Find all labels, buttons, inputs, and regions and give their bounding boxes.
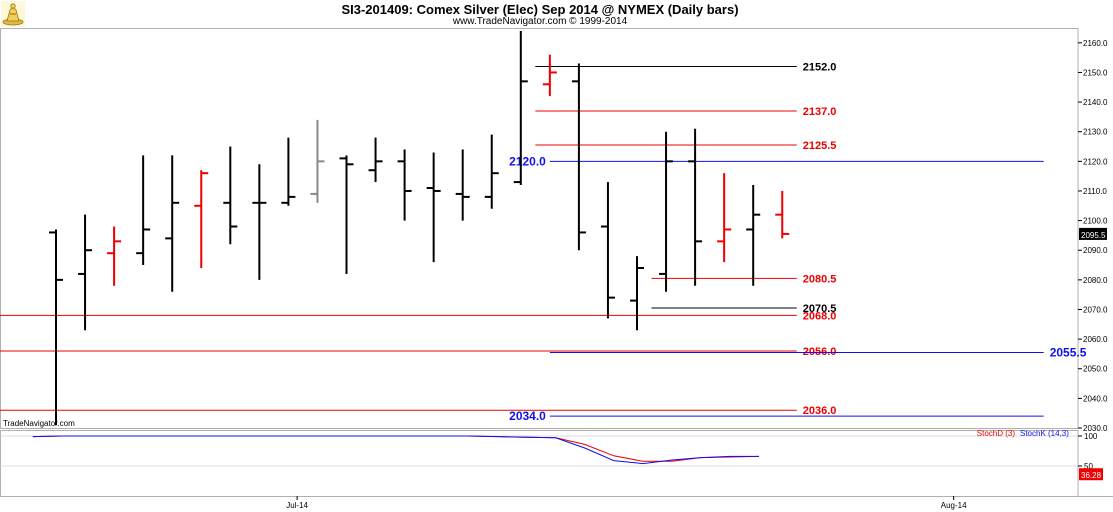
ohlc-bar: [600, 182, 615, 319]
price-y-tick-label: 2120.0: [1083, 157, 1108, 166]
price-y-tick-label: 2050.0: [1083, 365, 1108, 374]
price-y-tick-label: 2040.0: [1083, 394, 1108, 403]
stoch-k-legend: StochK (14,3): [1020, 429, 1069, 438]
ohlc-bar: [223, 146, 238, 245]
ohlc-bar: [136, 155, 151, 266]
level-label: 2080.5: [803, 273, 837, 285]
ohlc-bar: [484, 134, 499, 209]
last-price-tag-label: 2095.5: [1081, 231, 1106, 240]
ohlc-bar: [455, 149, 470, 221]
ohlc-bar: [397, 149, 412, 221]
price-y-tick-label: 2110.0: [1083, 187, 1107, 196]
ohlc-bar: [717, 173, 732, 263]
ohlc-bar: [368, 137, 383, 183]
price-y-tick-label: 2080.0: [1083, 276, 1108, 285]
x-tick-label: Aug-14: [941, 501, 967, 510]
ohlc-bar: [281, 137, 296, 206]
ohlc-bar: [49, 229, 63, 426]
level-label: 2068.0: [803, 310, 837, 322]
stoch-last-value-label: 36.28: [1081, 471, 1102, 480]
ohlc-bar: [542, 54, 557, 97]
price-y-tick-label: 2090.0: [1083, 246, 1108, 255]
ohlc-bar: [513, 30, 528, 186]
ohlc-bar: [339, 155, 354, 274]
level-label: 2034.0: [509, 409, 546, 423]
level-label: 2137.0: [803, 106, 837, 118]
level-label: 2120.0: [509, 154, 546, 168]
price-y-tick-label: 2100.0: [1083, 217, 1108, 226]
ohlc-bar: [426, 152, 441, 263]
price-panel-frame: [0, 28, 1079, 429]
ohlc-bar: [165, 155, 180, 292]
ohlc-bar: [775, 190, 790, 239]
stoch-panel-frame: [0, 430, 1079, 497]
price-y-tick-label: 2060.0: [1083, 335, 1108, 344]
stoch-y-tick-label: 100: [1084, 432, 1098, 441]
stoch-d-legend: StochD (3): [977, 429, 1016, 438]
price-y-tick-label: 2140.0: [1083, 98, 1108, 107]
ohlc-bar: [252, 164, 267, 280]
chart-title: SI3-201409: Comex Silver (Elec) Sep 2014…: [341, 2, 739, 17]
x-tick-label: Jul-14: [286, 501, 308, 510]
ohlc-bar: [659, 131, 674, 292]
price-y-tick-label: 2160.0: [1083, 39, 1108, 48]
ohlc-bar: [107, 226, 122, 286]
price-y-tick-label: 2150.0: [1083, 68, 1108, 77]
stoch-y-tick-label: 50: [1084, 462, 1093, 471]
chart-subtitle: www.TradeNavigator.com © 1999-2014: [452, 16, 628, 27]
ohlc-bar: [194, 170, 209, 268]
level-label: 2125.5: [803, 140, 837, 152]
ohlc-bar: [310, 119, 325, 203]
ohlc-bar: [630, 256, 644, 331]
watermark-text: TradeNavigator.com: [3, 419, 75, 428]
stoch-series-line: [32, 435, 760, 465]
price-y-tick-label: 2130.0: [1083, 128, 1108, 137]
level-label: 2055.5: [1050, 345, 1087, 359]
level-label: 2152.0: [803, 62, 837, 74]
trade-navigator-logo-icon: [1, 1, 25, 27]
last-price-tag: [1079, 227, 1107, 240]
ohlc-bar: [78, 214, 93, 331]
ohlc-bar: [688, 128, 703, 286]
price-y-tick-label: 2030.0: [1083, 424, 1108, 433]
stoch-series-line: [32, 435, 760, 462]
level-label: 2036.0: [803, 405, 837, 417]
stoch-last-value-tag: [1079, 468, 1103, 481]
price-y-tick-label: 2070.0: [1083, 305, 1108, 314]
level-label: 2070.5: [803, 303, 837, 315]
ohlc-bar: [571, 63, 586, 251]
ohlc-bar: [746, 185, 761, 286]
